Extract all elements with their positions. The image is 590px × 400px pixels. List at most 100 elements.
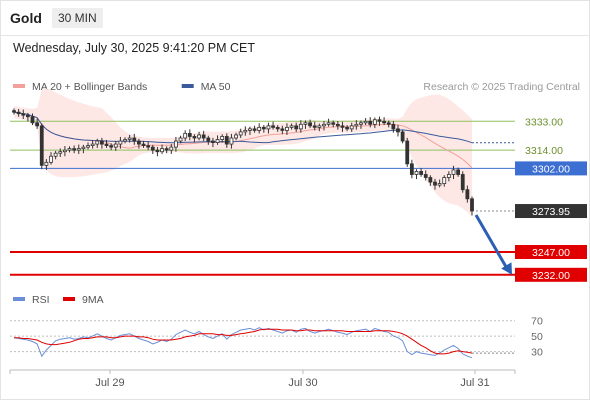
candle [123, 137, 127, 144]
candle-body [113, 143, 118, 148]
candle [248, 126, 252, 135]
candle [285, 123, 289, 135]
candle-body [266, 125, 271, 130]
candle-body [127, 137, 132, 140]
candle-body [414, 171, 419, 175]
candle [261, 125, 266, 133]
candle [257, 123, 262, 134]
candle [187, 129, 192, 141]
rsi-legend-label-0: RSI [32, 294, 50, 306]
candle-body [174, 140, 178, 148]
candle [460, 171, 465, 193]
candle-body [187, 133, 192, 137]
candle [211, 137, 215, 148]
candle [160, 144, 164, 154]
candle [409, 159, 414, 179]
candle-body [372, 119, 377, 125]
candle [470, 196, 474, 216]
candle-body [62, 149, 67, 153]
candle [132, 133, 137, 145]
candle [12, 108, 16, 115]
candle [335, 121, 340, 130]
candle [35, 118, 40, 129]
candle-body [326, 122, 331, 125]
candle [76, 144, 81, 154]
candle [95, 138, 100, 148]
candle-body [206, 137, 211, 142]
candle-body [49, 155, 53, 163]
price-levels [10, 120, 515, 276]
price-label-support: 3232.00 [515, 267, 587, 282]
candle [456, 167, 461, 177]
candle-body [81, 146, 86, 150]
candle [206, 135, 211, 145]
candle [280, 125, 285, 135]
price-label-text: 3232.00 [532, 270, 570, 282]
candle-body [451, 169, 456, 175]
candle [90, 139, 95, 149]
price-label-resistance: 3314.00 [525, 145, 563, 157]
candle [99, 137, 104, 149]
candle [446, 171, 451, 182]
candle-body [72, 148, 77, 151]
candle [349, 122, 354, 132]
candle [67, 146, 72, 153]
candle-body [363, 120, 368, 124]
candle-body [391, 123, 396, 130]
candle-body [234, 134, 238, 139]
candle-body [252, 128, 257, 131]
candle-body [21, 113, 26, 116]
candle-body [118, 140, 123, 145]
candle [215, 135, 220, 145]
candle-body [30, 116, 35, 124]
candle [53, 150, 58, 160]
candle [400, 129, 405, 144]
candle-body [39, 125, 44, 166]
candle-body [409, 163, 414, 175]
candle [81, 144, 86, 154]
candle [62, 146, 67, 157]
candle-body [197, 134, 201, 139]
header-divider [0, 35, 590, 36]
candle-body [104, 143, 109, 147]
candle [437, 179, 442, 188]
candle-body [220, 136, 225, 140]
price-label-text: 3333.00 [525, 116, 563, 128]
candle-body [382, 120, 387, 124]
candle [174, 136, 178, 152]
candle [25, 112, 30, 122]
candle-body [215, 139, 220, 143]
candle-body [470, 198, 474, 212]
x-tick-label: Jul 29 [95, 377, 124, 389]
candle-body [76, 148, 81, 151]
candle [178, 135, 183, 144]
candle-body [132, 137, 137, 142]
candle-body [25, 114, 30, 118]
candle [271, 121, 275, 130]
candle-body [192, 136, 197, 139]
candle-body [178, 137, 183, 142]
candle [331, 120, 336, 128]
candle-body [298, 123, 303, 130]
candle-body [169, 146, 174, 151]
price-axis-labels: 3333.00 3314.00 3302.00 3273.95 3247.00 3232.… [515, 116, 587, 282]
candle [433, 178, 437, 190]
candle-body [53, 152, 58, 157]
candle [289, 123, 294, 130]
price-label-bg [515, 267, 587, 282]
candle [294, 122, 299, 132]
candle-body [419, 171, 424, 175]
timeframe-badge[interactable]: 30 MIN [52, 8, 103, 28]
candle [345, 125, 349, 132]
candle-body [150, 146, 155, 151]
x-tick-label: Jul 30 [288, 377, 317, 389]
candle [49, 152, 53, 165]
candle [118, 136, 123, 149]
candle [39, 123, 44, 170]
candle-body [400, 131, 405, 142]
candle-body [123, 139, 127, 142]
legend: MA 20 + Bollinger Bands MA 50 [13, 81, 231, 93]
price-label-pivot: 3302.00 [515, 161, 587, 176]
price-label-resistance: 3333.00 [525, 116, 563, 128]
